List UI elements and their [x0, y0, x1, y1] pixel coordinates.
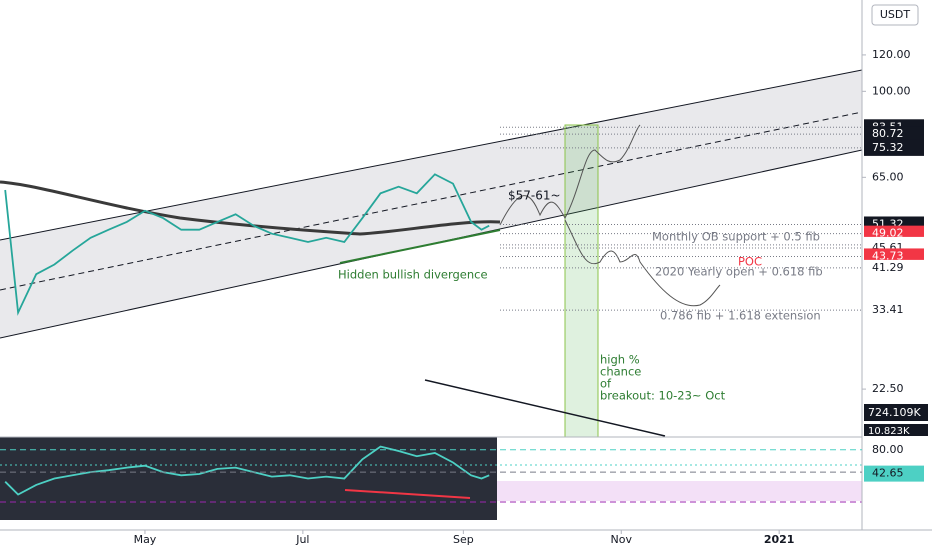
- annotation: of: [600, 377, 612, 391]
- price-label: 75.32: [872, 141, 904, 154]
- price-line: [4, 173, 490, 316]
- annotation: breakout: 10-23~ Oct: [600, 389, 726, 403]
- volume-label: 10.823K: [868, 426, 910, 437]
- annotation: POC: [738, 255, 762, 269]
- annotation: high %: [600, 353, 640, 367]
- annotation: chance: [600, 365, 641, 379]
- y-tick-label: 65.00: [872, 170, 904, 183]
- annotation: Hidden bullish divergence: [338, 268, 488, 282]
- price-label: 49.02: [872, 227, 904, 240]
- osc-current-box: [864, 465, 924, 482]
- annotation: 0.786 fib + 1.618 extension: [660, 309, 821, 323]
- price-label: 41.29: [872, 261, 904, 274]
- y-tick-label: 120.00: [872, 48, 911, 61]
- price-label-box: [864, 139, 924, 156]
- price-label: 33.41: [872, 303, 904, 316]
- osc-tick-label: 80.00: [872, 443, 904, 456]
- divergence-line: [339, 229, 501, 264]
- osc-current: 42.65: [872, 467, 904, 480]
- x-tick-label: 2021: [764, 533, 795, 546]
- y-tick-label: 100.00: [872, 84, 911, 97]
- price-label-box: [864, 126, 924, 143]
- volume-trend: [424, 379, 666, 437]
- annotation: Monthly OB support + 0.5 fib: [652, 230, 820, 244]
- moving-average: [0, 180, 501, 236]
- volume-label: 724.109K: [868, 406, 921, 419]
- oscillator-bg: [0, 437, 497, 520]
- breakout-zone: [564, 124, 599, 438]
- channel-mid: [0, 111, 863, 291]
- currency: USDT: [880, 8, 911, 21]
- x-tick-label: May: [134, 533, 157, 546]
- volume-label-box: [864, 424, 928, 436]
- currency-box: [871, 4, 919, 26]
- price-label-box: [864, 259, 924, 276]
- x-tick-label: Sep: [453, 533, 474, 546]
- price-label: 80.72: [872, 127, 904, 140]
- annotation: 2020 Yearly open + 0.618 fib: [655, 265, 823, 279]
- projection-up: [499, 124, 641, 226]
- price-label-box: [864, 302, 924, 319]
- oscillator-band: [497, 481, 862, 501]
- price-label: 43.73: [872, 249, 904, 262]
- projection-down: [564, 219, 721, 307]
- x-tick-label: Nov: [611, 533, 633, 546]
- channel-fill: [0, 70, 862, 338]
- y-tick-label: 22.50: [872, 382, 904, 395]
- volume-label-box: [864, 404, 928, 421]
- osc-divergence: [344, 489, 471, 499]
- x-tick-label: Jul: [295, 533, 309, 546]
- annotation: $57-61~: [508, 189, 561, 203]
